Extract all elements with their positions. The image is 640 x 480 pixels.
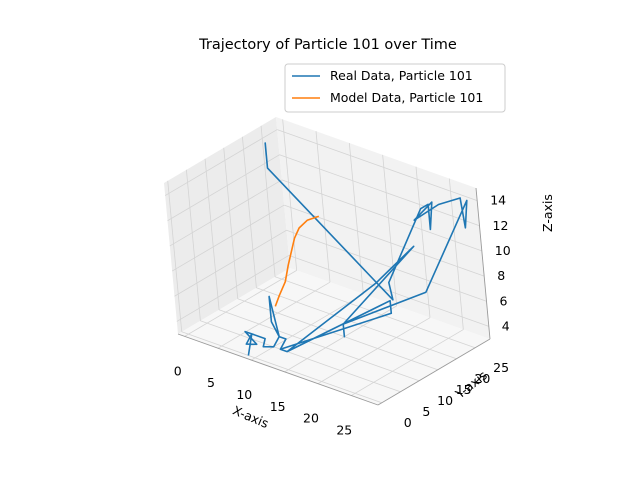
grid-line-z — [167, 154, 280, 222]
grid-line-x — [282, 119, 298, 271]
grid-line-z — [288, 255, 489, 327]
grid-line-x — [348, 142, 364, 295]
grid-line-x — [184, 270, 297, 337]
legend-label-model: Model Data, Particle 101 — [330, 90, 483, 105]
series-line-model — [274, 215, 320, 307]
grid-line-y — [200, 320, 401, 393]
z-tick-label: 10 — [495, 243, 511, 258]
pane-left — [164, 117, 290, 334]
z-tick-label: 8 — [497, 268, 505, 283]
grid-line-z — [171, 204, 285, 272]
x-tick-label: 10 — [236, 387, 252, 402]
pane-floor — [178, 268, 490, 405]
grid-line-x — [351, 329, 464, 396]
grid-line-y — [242, 136, 257, 288]
x-axis-label: X-axis — [231, 403, 271, 431]
grid-line-x — [382, 154, 398, 306]
grid-line-y — [256, 287, 457, 360]
grid-line-z — [286, 229, 487, 302]
legend: Real Data, Particle 101 Model Data, Part… — [284, 63, 506, 113]
y-tick-label: 10 — [437, 393, 453, 408]
y-tick-label: 25 — [493, 360, 509, 375]
grid-line-y — [260, 125, 276, 277]
grid-line-z — [176, 255, 290, 322]
grid-line-y — [218, 309, 420, 382]
legend-label-real: Real Data, Particle 101 — [330, 68, 473, 83]
y-tick-label: 5 — [422, 404, 430, 419]
z-tick-label: 4 — [502, 318, 510, 333]
grid-line-x — [315, 131, 331, 283]
grid-lines — [164, 119, 489, 404]
grid-line-z — [174, 229, 287, 297]
x-tick-label: 5 — [207, 375, 215, 390]
y-tick-label: 15 — [456, 382, 472, 397]
x-axis-line — [177, 333, 379, 406]
grid-line-x — [317, 317, 431, 385]
x-tick-label: 0 — [174, 363, 182, 378]
chart-title: Trajectory of Particle 101 over Time — [198, 37, 457, 53]
y-tick-label: 0 — [404, 415, 412, 430]
grid-line-y — [223, 147, 239, 299]
grid-line-y — [186, 169, 201, 321]
x-tick-label: 20 — [303, 411, 319, 426]
grid-line-y — [204, 158, 220, 310]
z-tick-label: 12 — [493, 218, 509, 233]
series-line-real — [244, 142, 468, 356]
grid-line-z — [279, 154, 480, 227]
y-axis-line — [377, 338, 491, 406]
series-lines — [244, 142, 468, 356]
grid-line-z — [169, 179, 283, 247]
axis-lines — [177, 187, 491, 406]
z-tick-label: 14 — [490, 193, 506, 208]
x-tick-label: 15 — [270, 399, 286, 414]
grid-line-z — [164, 129, 278, 196]
z-axis-label: Z-axis — [540, 194, 555, 232]
grid-line-y — [167, 180, 183, 332]
grid-line-x — [448, 178, 464, 330]
grid-line-x — [251, 293, 364, 361]
x-tick-label: 25 — [336, 423, 352, 438]
grid-line-z — [281, 179, 482, 252]
grid-line-y — [181, 331, 382, 404]
z-tick-label: 6 — [500, 293, 508, 308]
z-axis-line — [475, 187, 491, 340]
grid-line-x — [415, 166, 431, 318]
y-tick-label: 20 — [474, 371, 490, 386]
legend-box — [284, 63, 506, 113]
grid-line-z — [277, 129, 478, 201]
